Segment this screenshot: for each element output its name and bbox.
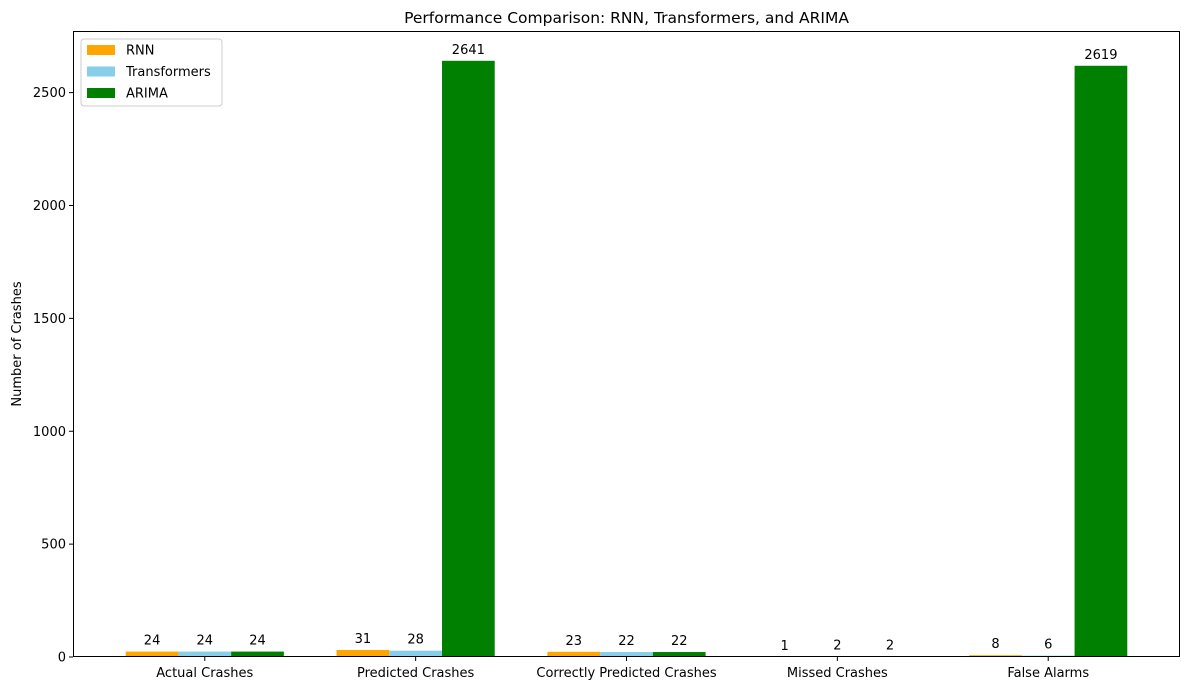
data-label-transformers-predicted-crashes: 28: [407, 633, 424, 648]
data-label-transformers-correctly-predicted-crashes: 22: [618, 634, 635, 649]
bar-arima-false-alarms: [1074, 65, 1128, 657]
chart-title: Performance Comparison: RNN, Transformer…: [404, 9, 849, 27]
data-label-transformers-false-alarms: 6: [1044, 638, 1052, 653]
x-tick-label: Actual Crashes: [156, 666, 253, 681]
plot-frame: [73, 31, 1180, 657]
bar-arima-predicted-crashes: [442, 60, 495, 658]
data-label-arima-correctly-predicted-crashes: 22: [671, 634, 688, 649]
x-tick-label: False Alarms: [1007, 666, 1089, 681]
y-tick-label: 1500: [33, 312, 66, 327]
data-label-rnn-false-alarms: 8: [991, 637, 999, 652]
data-label-transformers-missed-crashes: 2: [833, 639, 841, 654]
data-label-rnn-predicted-crashes: 31: [355, 632, 372, 647]
bar-transformers-actual-crashes: [178, 651, 232, 657]
bar-transformers-predicted-crashes: [389, 650, 442, 657]
y-tick-label: 0: [58, 651, 66, 666]
bar-transformers-correctly-predicted-crashes: [600, 652, 653, 657]
y-tick-label: 1000: [33, 425, 66, 440]
y-axis: 0 500 1000 1500 2000 2500: [33, 86, 73, 666]
y-tick-label: 2000: [33, 199, 66, 214]
data-label-arima-actual-crashes: 24: [249, 634, 266, 649]
x-axis: Actual Crashes Predicted Crashes Correctly…: [156, 657, 1089, 681]
legend-label-arima: ARIMA: [126, 87, 168, 102]
data-label-arima-predicted-crashes: 2641: [452, 43, 485, 58]
bars-group: [125, 60, 1128, 658]
legend-label-rnn: RNN: [126, 44, 154, 59]
x-tick-label: Correctly Predicted Crashes: [536, 666, 716, 681]
legend-swatch-rnn: [87, 45, 115, 55]
legend-box: [80, 38, 223, 107]
y-axis-title: Number of Crashes: [10, 281, 25, 406]
data-label-rnn-actual-crashes: 24: [144, 634, 161, 649]
data-label-arima-missed-crashes: 2: [886, 639, 894, 654]
data-label-transformers-actual-crashes: 24: [197, 634, 214, 649]
x-tick-label: Missed Crashes: [787, 666, 888, 681]
y-tick-label: 500: [41, 538, 66, 553]
legend: RNN Transformers ARIMA: [80, 38, 223, 107]
y-tick-label: 2500: [33, 86, 66, 101]
x-tick-label: Predicted Crashes: [357, 666, 475, 681]
bar-rnn-actual-crashes: [125, 651, 179, 657]
bar-rnn-predicted-crashes: [336, 650, 390, 657]
legend-label-transformers: Transformers: [125, 65, 211, 80]
bar-arima-actual-crashes: [231, 651, 284, 657]
legend-swatch-transformers: [87, 66, 115, 77]
data-label-arima-false-alarms: 2619: [1084, 48, 1117, 63]
data-label-rnn-correctly-predicted-crashes: 23: [566, 634, 583, 649]
bar-arima-correctly-predicted-crashes: [652, 652, 706, 657]
data-label-rnn-missed-crashes: 1: [781, 639, 789, 654]
legend-swatch-arima: [87, 88, 115, 98]
bar-rnn-correctly-predicted-crashes: [547, 651, 601, 657]
